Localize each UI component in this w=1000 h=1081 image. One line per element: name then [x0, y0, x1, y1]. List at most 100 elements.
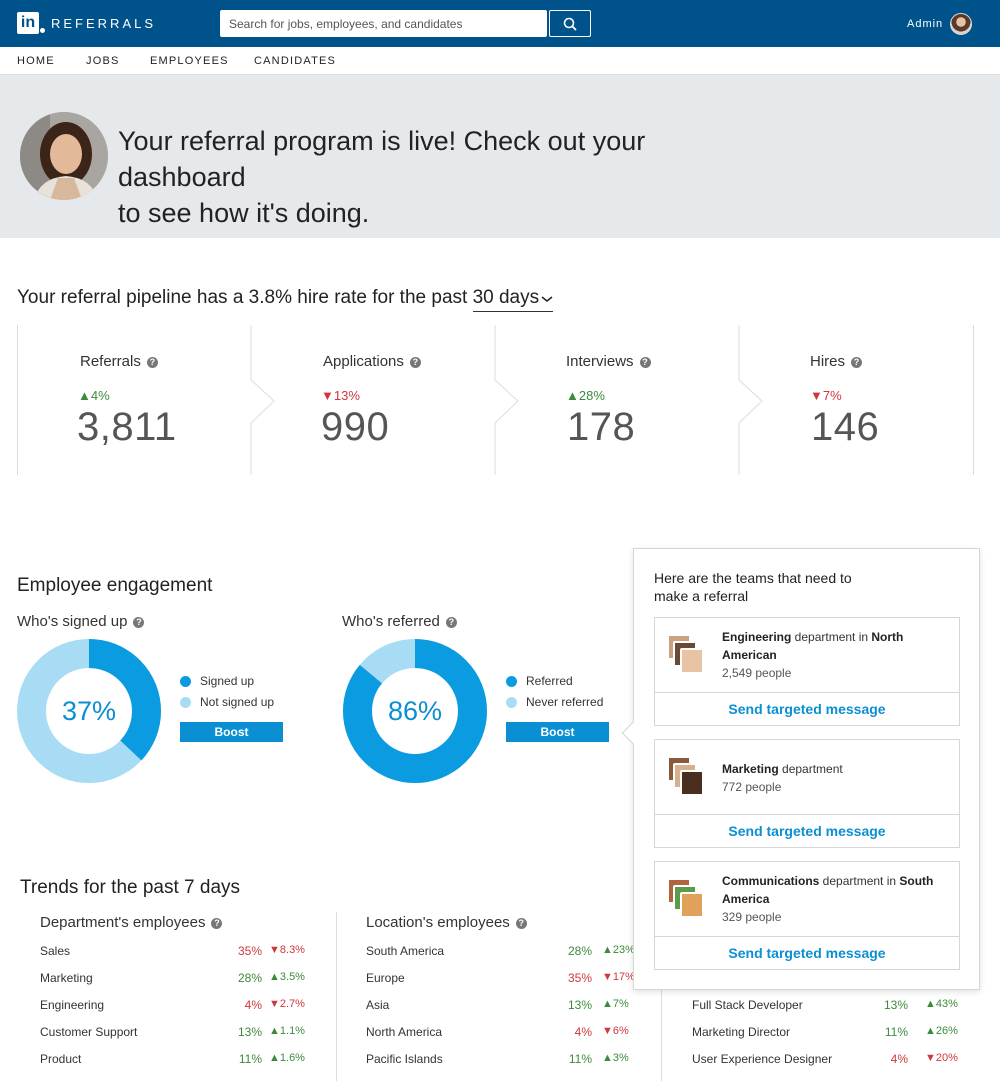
trend-percent: 4% [244, 998, 262, 1012]
location-trend-row: Pacific Islands 11% ▲3% [366, 1052, 662, 1068]
linkedin-in-icon: in [17, 12, 39, 34]
boost-signups-button[interactable]: Boost [180, 722, 283, 742]
trend-percent: 28% [237, 971, 262, 985]
legend-signed-up: Signed up [180, 674, 254, 688]
stage-applications-delta: ▼13% [321, 388, 360, 403]
arrow-up-icon: ▲ [925, 998, 936, 1010]
arrow-up-icon: ▲ [602, 944, 613, 956]
team-count: 329 people [722, 910, 782, 924]
trend-change: ▲26% [925, 1025, 958, 1037]
team-faces-icon [667, 756, 711, 800]
linkedin-logo[interactable]: in REFERRALS [17, 12, 156, 34]
nav-candidates[interactable]: CANDIDATES [254, 55, 337, 67]
referred-title: Who's referred? [342, 613, 457, 630]
arrow-down-icon: ▼ [269, 998, 280, 1010]
department-trend-row: Sales 35% ▼8.3% [40, 944, 329, 960]
team-card-engineering: Engineering department in North American… [654, 617, 960, 726]
help-icon[interactable]: ? [409, 357, 421, 368]
role-trend-row: Marketing Director 11% ▲26% [692, 1025, 962, 1041]
team-card-marketing: Marketing department 772 people Send tar… [654, 739, 960, 848]
arrow-up-icon: ▲ [269, 1052, 280, 1064]
hero-message: Your referral program is live! Check out… [118, 123, 778, 231]
help-icon[interactable]: ? [515, 918, 527, 929]
top-bar: in REFERRALS Admin [0, 0, 1000, 47]
referred-donut: 86% [343, 639, 487, 783]
trend-change: ▲1.1% [269, 1025, 305, 1037]
trend-percent: 35% [237, 944, 262, 958]
arrow-up-icon: ▲ [602, 1052, 613, 1064]
help-icon[interactable]: ? [146, 357, 158, 368]
help-icon[interactable]: ? [851, 357, 863, 368]
team-info: Marketing department 772 people [722, 762, 843, 794]
trend-change: ▲43% [925, 998, 958, 1010]
trend-change: ▲1.6% [269, 1052, 305, 1064]
trends-title: Trends for the past 7 days [20, 877, 241, 898]
team-count: 772 people [722, 780, 782, 794]
trend-percent: 13% [237, 1025, 262, 1039]
help-icon[interactable]: ? [211, 918, 223, 929]
main-nav: HOME JOBS EMPLOYEES CANDIDATES [0, 47, 1000, 75]
trend-change: ▲3.5% [269, 971, 305, 983]
trend-percent: 35% [567, 971, 592, 985]
pipeline-funnel: Referrals? ▲4% 3,811 Applications? ▼13% … [17, 325, 974, 475]
send-targeted-message-button[interactable]: Send targeted message [655, 936, 959, 969]
trend-name: Marketing [40, 971, 93, 985]
pipeline-title-text: Your referral pipeline has a 3.8% hire r… [17, 287, 468, 308]
nav-home[interactable]: HOME [17, 55, 55, 67]
trend-name: Sales [40, 944, 71, 958]
legend-dot [506, 696, 517, 708]
admin-menu-label[interactable]: Admin [907, 18, 944, 30]
trend-name: Product [40, 1052, 82, 1066]
send-targeted-message-button[interactable]: Send targeted message [655, 692, 959, 725]
signed-up-value-arc [17, 639, 161, 783]
nav-employees[interactable]: EMPLOYEES [150, 55, 229, 67]
stage-referrals-label: Referrals? [80, 353, 158, 370]
trend-percent: 11% [884, 1025, 908, 1039]
arrow-up-icon: ▲ [269, 971, 280, 983]
team-faces-icon [667, 634, 711, 678]
help-icon[interactable]: ? [133, 617, 145, 628]
trend-percent: 11% [238, 1052, 262, 1066]
search-icon [563, 17, 577, 31]
location-trend-row: Asia 13% ▲7% [366, 998, 662, 1014]
period-dropdown[interactable]: 30 days [472, 287, 554, 312]
column-divider [661, 912, 662, 1081]
stage-hires-label: Hires? [810, 353, 863, 370]
signed-up-donut-chart [17, 639, 161, 783]
pipeline-title: Your referral pipeline has a 3.8% hire r… [17, 287, 554, 312]
brand-name: REFERRALS [51, 15, 157, 31]
admin-avatar[interactable] [950, 13, 972, 35]
stage-applications-value: 990 [321, 405, 390, 449]
help-icon[interactable]: ? [445, 617, 457, 628]
search-input[interactable] [220, 10, 547, 37]
help-icon[interactable]: ? [639, 357, 651, 368]
trend-name: Customer Support [40, 1025, 138, 1039]
hero-line-1: Your referral program is live! Check out… [118, 126, 646, 192]
trend-change: ▼17% [602, 971, 635, 983]
team-count: 2,549 people [722, 666, 792, 680]
team-faces-icon [667, 878, 711, 922]
stage-interviews-value: 178 [567, 405, 636, 449]
role-trend-row: Full Stack Developer 13% ▲43% [692, 998, 962, 1014]
send-targeted-message-button[interactable]: Send targeted message [655, 814, 959, 847]
arrow-down-icon: ▼ [602, 971, 613, 983]
boost-referrals-button[interactable]: Boost [506, 722, 609, 742]
legend-never-referred: Never referred [506, 695, 603, 709]
logo-dot [40, 27, 45, 33]
search-button[interactable] [549, 10, 591, 37]
referred-percent: 86% [387, 695, 443, 726]
hero-banner: Your referral program is live! Check out… [0, 75, 1000, 238]
trend-name: Pacific Islands [366, 1052, 443, 1066]
stage-referrals-value: 3,811 [77, 405, 177, 449]
stage-interviews-delta: ▲28% [566, 388, 605, 403]
trend-percent: 4% [574, 1025, 592, 1039]
nav-jobs[interactable]: JOBS [86, 55, 120, 67]
trend-change: ▲23% [602, 944, 635, 956]
trend-name: South America [366, 944, 445, 958]
referred-value-arc [343, 639, 487, 783]
location-trends-title: Location's employees? [366, 914, 527, 931]
department-trends-title: Department's employees? [40, 914, 223, 931]
trend-name: North America [366, 1025, 443, 1039]
hero-line-2: to see how it's doing. [118, 198, 370, 228]
trend-name: Engineering [40, 998, 105, 1012]
